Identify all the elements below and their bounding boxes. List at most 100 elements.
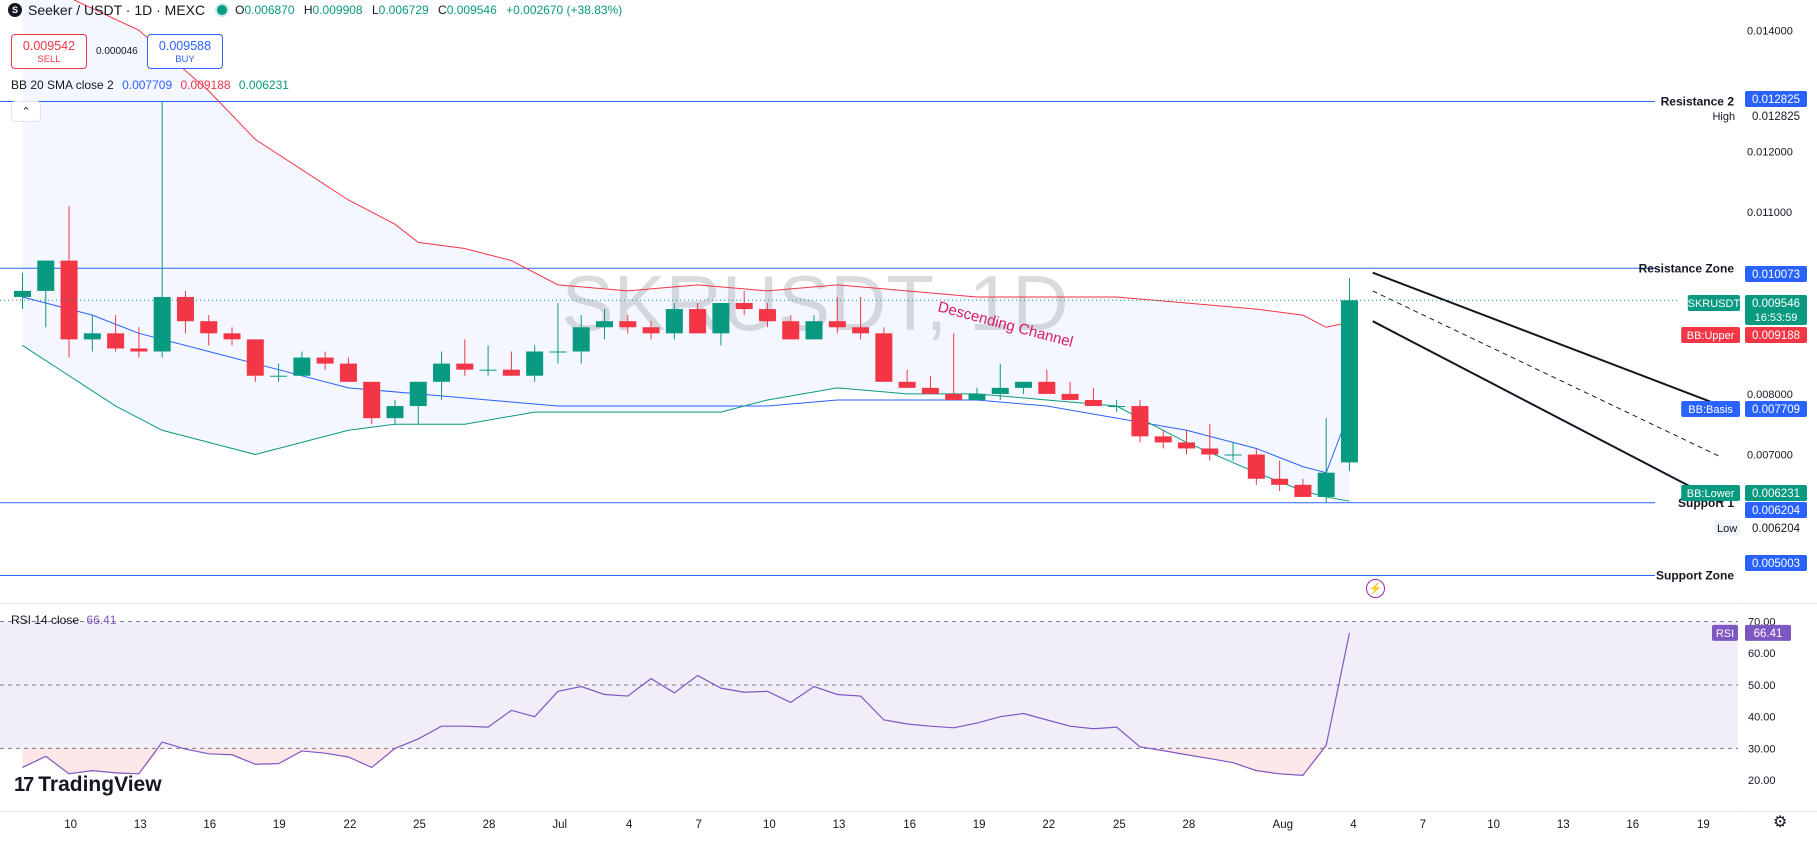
candle-body	[898, 381, 916, 388]
bb-upper-value: 0.009188	[180, 78, 231, 92]
ohlc-values: O0.006870 H0.009908 L0.006729 C0.009546 …	[235, 3, 628, 17]
candle-body	[1108, 406, 1126, 408]
time-tick-label: 25	[1113, 819, 1126, 831]
hline-label-3: Support Zone	[1656, 569, 1734, 583]
price-tick-label: 0.011000	[1747, 207, 1792, 219]
price-tag-bb-lower-label: BB:Lower	[1687, 488, 1735, 500]
price-tag-resistance-zone-value: 0.010073	[1752, 269, 1800, 281]
time-axis: 10 13 16 19 22 25 28 Jul 4 7 10 13 16 19 22 25 28 Aug 4 7 10…	[64, 819, 1710, 831]
channel-upper-line	[1372, 271, 1723, 407]
price-tag-last-value-bg	[1745, 295, 1807, 325]
candle-body	[200, 321, 218, 334]
candle-body	[572, 327, 590, 352]
lightning-icon[interactable]: ⚡	[1366, 579, 1385, 598]
price-tag-last-label-bg	[1687, 295, 1740, 311]
time-tick-label: 10	[1487, 819, 1500, 831]
open-value: 0.006870	[244, 3, 295, 17]
candle-body	[456, 363, 474, 370]
candle-body	[1271, 478, 1289, 485]
rsi-band	[0, 621, 1738, 749]
price-tag-low-value: 0.006204	[1752, 523, 1801, 535]
rsi-line	[22, 632, 1351, 776]
candle-body	[363, 381, 381, 419]
time-tick-label: Jul	[552, 819, 567, 831]
candle-body	[502, 369, 520, 376]
candle-body	[1061, 393, 1079, 400]
high-key: H	[303, 3, 313, 17]
candle-body	[409, 381, 427, 407]
buy-price: 0.009588	[158, 38, 212, 53]
symbol-title[interactable]: Seeker / USDT · 1D · MEXC	[28, 2, 206, 18]
price-tag-last-label: SKRUSDT	[1688, 298, 1741, 310]
bb-upper-line	[73, 0, 1350, 328]
rsi-tick-label: 50.00	[1748, 680, 1776, 692]
price-tag-resistance-2-value: 0.012825	[1752, 94, 1800, 106]
buy-button[interactable]: 0.009588 BUY	[147, 34, 223, 69]
candle-body	[339, 363, 357, 382]
price-tag-high-value: 0.012825	[1752, 111, 1800, 123]
rsi-tag-label: RSI	[1716, 628, 1734, 640]
sell-button[interactable]: 0.009542 SELL	[11, 34, 87, 69]
candle-body	[83, 333, 101, 340]
price-tag-support-zone: 0.005003	[1745, 555, 1807, 571]
bb-name: BB 20 SMA close 2	[11, 78, 114, 92]
time-tick-label: 19	[273, 819, 286, 831]
time-tick-label: 13	[1557, 819, 1570, 831]
low-value: 0.006729	[378, 3, 429, 17]
price-tag-high-label-bg	[1707, 108, 1740, 124]
tradingview-logo[interactable]: 17 TradingView	[14, 773, 162, 797]
candle-body	[1247, 454, 1265, 479]
bb-lower-value: 0.006231	[238, 78, 289, 92]
candle-body	[991, 387, 1009, 394]
rsi-name: RSI 14 close	[11, 613, 80, 627]
price-tag-bb-upper-label-bg	[1681, 327, 1740, 343]
time-tick-label: 10	[64, 819, 77, 831]
price-tag-resistance-zone-value-bg	[1745, 266, 1807, 282]
candle-body	[1154, 436, 1172, 443]
candle-body	[176, 296, 194, 322]
time-tick-label: 10	[763, 819, 776, 831]
tradingview-logo-icon: 17	[14, 773, 34, 796]
bb-basis-value: 0.007709	[122, 78, 173, 92]
candle-body	[1084, 399, 1102, 407]
candle-body	[1015, 381, 1033, 388]
hline-label-0: Resistance 2	[1661, 95, 1735, 109]
price-tick-label: 0.014000	[1747, 25, 1793, 37]
candle-body	[1201, 448, 1219, 455]
candle-body	[921, 387, 939, 394]
candle-body	[945, 393, 963, 400]
candle-body	[689, 309, 707, 334]
hline-label-1: Resistance Zone	[1639, 261, 1735, 275]
candle-body	[758, 309, 776, 322]
price-tag-bb-lower-label-bg	[1681, 485, 1740, 501]
bb-basis-line	[22, 296, 1350, 474]
candle-body	[968, 393, 986, 400]
price-tag-bb-lower-value-bg	[1745, 485, 1807, 501]
price-tag-support-1-value-bg	[1745, 502, 1807, 518]
time-tick-label: 13	[134, 819, 147, 831]
bb-indicator-legend[interactable]: BB 20 SMA close 2 0.007709 0.009188 0.00…	[11, 78, 289, 92]
price-tag-bb-upper: BB:Upper 0.009188	[1681, 327, 1807, 343]
candle-body	[1178, 442, 1195, 449]
price-tag-low-label-bg	[1714, 520, 1740, 536]
candle-body	[270, 375, 288, 377]
price-tag-bb-basis-value-bg	[1745, 401, 1807, 417]
candle-body	[619, 321, 637, 328]
time-tick-label: 22	[1042, 819, 1055, 831]
rsi-tag-value-bg	[1745, 624, 1791, 641]
collapse-legend-button[interactable]: ⌃	[11, 101, 41, 122]
candle-body	[852, 327, 870, 334]
price-tick-label: 0.012000	[1747, 147, 1793, 159]
rsi-indicator-legend[interactable]: RSI 14 close 66.41	[11, 613, 116, 627]
time-tick-label: 16	[903, 819, 916, 831]
candles-group	[14, 101, 1358, 504]
candle-body	[1224, 454, 1242, 456]
candle-body	[712, 303, 730, 334]
gear-icon[interactable]: ⚙	[1773, 814, 1788, 831]
price-tag-last: SKRUSDT 0.009546 16:53:59	[1688, 295, 1807, 325]
time-tick-label: 16	[1626, 819, 1639, 831]
price-tick-label: 0.007000	[1747, 450, 1793, 462]
time-tick-label: 28	[1183, 819, 1196, 831]
candle-body	[735, 303, 753, 310]
